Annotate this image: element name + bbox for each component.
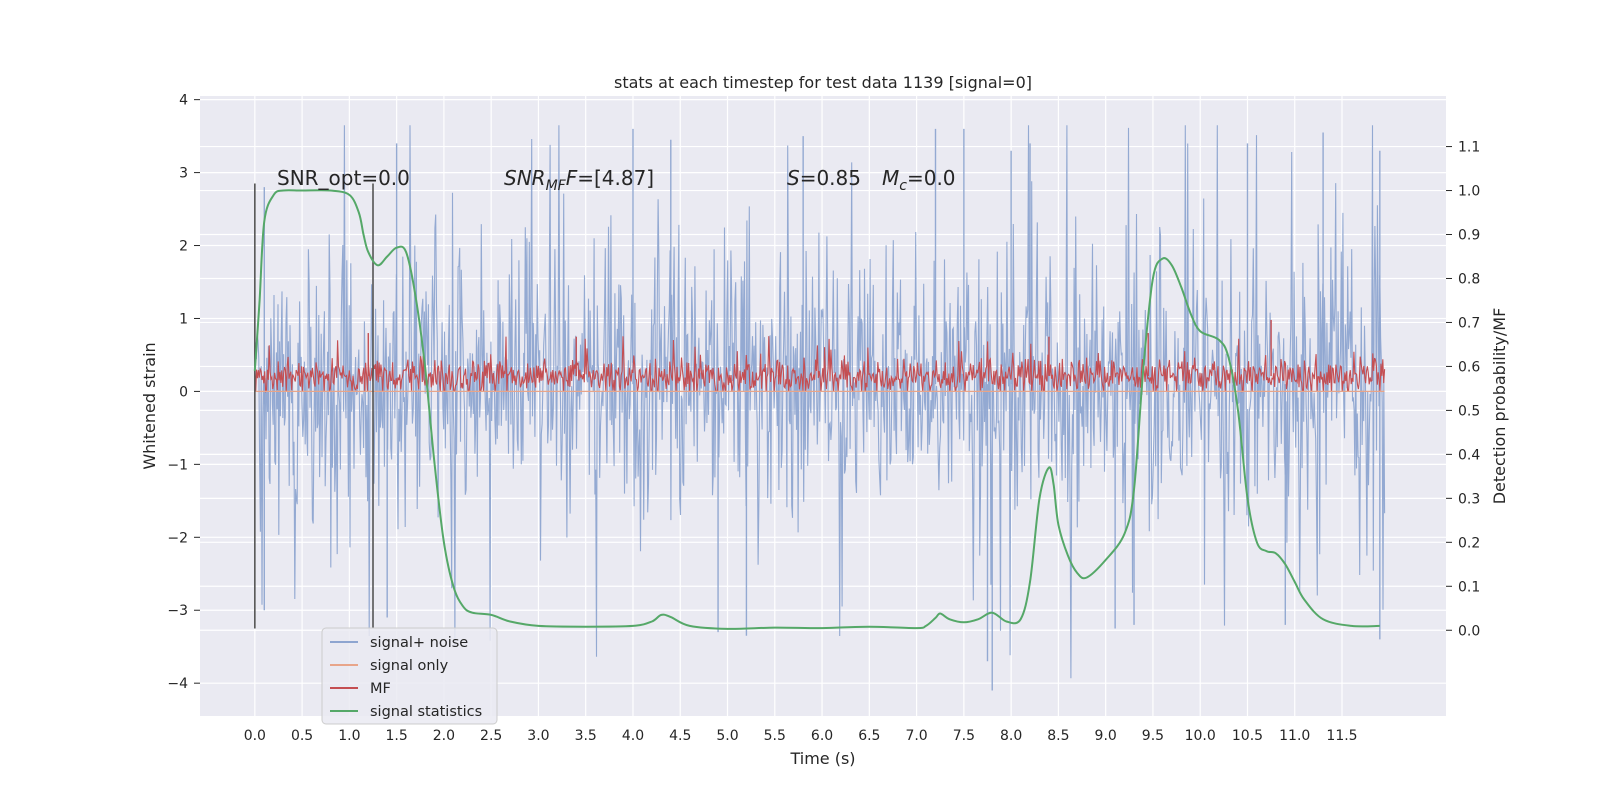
legend-label: MF xyxy=(370,681,391,697)
y-left-tick-label: 0 xyxy=(179,384,188,400)
x-tick-label: 11.0 xyxy=(1279,728,1310,744)
legend: signal+ noise signal only MF signal statist… xyxy=(321,627,498,725)
right-axis-label: Detection probability/MF xyxy=(1490,308,1509,505)
x-tick-label: 6.5 xyxy=(858,728,880,744)
x-axis-label: Time (s) xyxy=(789,749,855,768)
left-axis-ticks: 4 3 2 1 0 −1 −2 −3 −4 xyxy=(167,93,200,692)
signal-statistics-line xyxy=(253,189,1380,630)
x-tick-label: 11.5 xyxy=(1326,728,1357,744)
y-left-tick-label: −4 xyxy=(167,676,188,692)
legend-label: signal statistics xyxy=(370,704,482,720)
x-tick-label: 1.5 xyxy=(386,728,408,744)
annotation-snr-opt: SNR_opt=0.0 xyxy=(277,166,410,190)
y-left-tick-label: 3 xyxy=(179,166,188,182)
y-right-tick-label: 0.4 xyxy=(1458,447,1480,463)
x-tick-label: 5.5 xyxy=(764,728,786,744)
y-right-tick-label: 0.5 xyxy=(1458,403,1480,419)
y-right-tick-label: 0.1 xyxy=(1458,579,1480,595)
legend-label: signal only xyxy=(370,658,449,674)
y-left-tick-label: 1 xyxy=(179,311,188,327)
signal-plus-noise-series xyxy=(254,125,1386,691)
x-tick-label: 9.0 xyxy=(1095,728,1117,744)
y-right-tick-label: 0.6 xyxy=(1458,359,1480,375)
y-right-tick-label: 0.8 xyxy=(1458,271,1480,287)
vertical-markers xyxy=(254,183,374,629)
y-left-tick-label: −1 xyxy=(167,457,188,473)
y-left-tick-label: 2 xyxy=(179,239,188,255)
signal-statistics-series xyxy=(253,189,1380,630)
x-tick-label: 3.5 xyxy=(575,728,597,744)
x-tick-label: 10.5 xyxy=(1232,728,1263,744)
y-right-tick-label: 0.3 xyxy=(1458,491,1480,507)
y-right-tick-label: 0.7 xyxy=(1458,315,1480,331)
annotation-s: S=0.85 xyxy=(787,166,861,190)
x-tick-label: 10.0 xyxy=(1185,728,1216,744)
chart-title: stats at each timestep for test data 113… xyxy=(614,73,1032,92)
series-trace xyxy=(254,125,1386,679)
x-tick-label: 4.5 xyxy=(669,728,691,744)
y-left-tick-label: 4 xyxy=(179,93,188,109)
x-axis-ticks: 0.0 0.5 1.0 1.5 2.0 2.5 3.0 3.5 4.0 4.5 5.0 5.5 6.0 6… xyxy=(244,728,1358,744)
x-tick-label: 0.5 xyxy=(291,728,313,744)
x-tick-label: 1.0 xyxy=(338,728,360,744)
mf-series xyxy=(254,319,1386,394)
x-tick-label: 2.0 xyxy=(433,728,455,744)
right-axis-ticks: 0.0 0.1 0.2 0.3 0.4 0.5 0.6 0.7 0.8 0.9 1.0 1.1 xyxy=(1446,140,1480,639)
x-tick-label: 7.0 xyxy=(905,728,927,744)
left-axis-label: Whitened strain xyxy=(140,342,159,469)
x-tick-label: 8.5 xyxy=(1047,728,1069,744)
annotation-snr-mf: SNRMFF=[4.87] xyxy=(504,166,654,194)
y-right-tick-label: 0.9 xyxy=(1458,228,1480,244)
x-tick-label: 4.0 xyxy=(622,728,644,744)
y-right-tick-label: 0.2 xyxy=(1458,535,1480,551)
x-tick-label: 2.5 xyxy=(480,728,502,744)
x-tick-label: 0.0 xyxy=(244,728,266,744)
series-trace xyxy=(254,336,1386,394)
y-left-tick-label: −2 xyxy=(167,530,188,546)
x-tick-label: 7.5 xyxy=(953,728,975,744)
x-tick-label: 9.5 xyxy=(1142,728,1164,744)
x-tick-label: 8.0 xyxy=(1000,728,1022,744)
y-right-tick-label: 1.1 xyxy=(1458,140,1480,156)
x-tick-label: 5.0 xyxy=(716,728,738,744)
x-tick-label: 6.0 xyxy=(811,728,833,744)
y-left-tick-label: −3 xyxy=(167,603,188,619)
annotation-mc: Mc=0.0 xyxy=(882,166,956,194)
y-right-tick-label: 0.0 xyxy=(1458,623,1480,639)
y-right-tick-label: 1.0 xyxy=(1458,184,1480,200)
legend-box xyxy=(321,627,498,725)
x-tick-label: 3.0 xyxy=(527,728,549,744)
legend-label: signal+ noise xyxy=(370,635,468,651)
